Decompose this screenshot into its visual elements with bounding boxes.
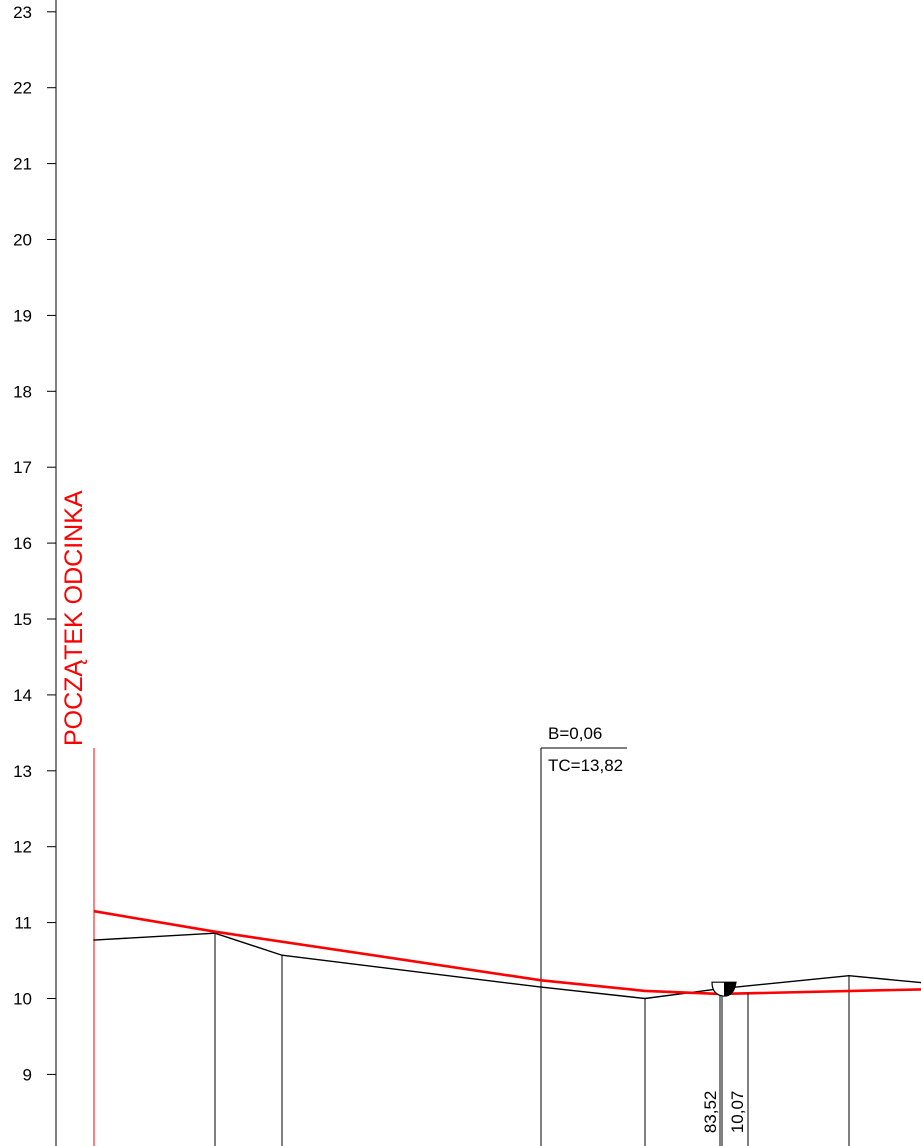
crossing-label-1: 83,52 — [701, 1091, 720, 1134]
callout-line-2: TC=13,82 — [548, 756, 623, 775]
y-tick-label: 11 — [14, 914, 32, 933]
y-tick-label: 10 — [13, 990, 32, 1009]
terrain-point — [644, 997, 646, 1000]
terrain-point — [281, 954, 283, 957]
y-tick-label: 13 — [13, 762, 32, 781]
y-tick-label: 15 — [13, 610, 32, 629]
y-tick-label: 21 — [13, 155, 32, 174]
y-tick-label: 9 — [23, 1065, 32, 1084]
y-tick-label: 18 — [13, 382, 32, 401]
start-marker-label: POCZĄTEK ODCINKA — [60, 490, 88, 746]
terrain-point — [93, 939, 95, 941]
y-tick-label: 20 — [13, 231, 32, 250]
terrain-point — [540, 986, 542, 988]
y-tick-label: 22 — [13, 79, 32, 98]
y-tick-label: 16 — [13, 534, 32, 553]
callout-line-1: B=0,06 — [548, 724, 602, 743]
terrain-point — [848, 974, 850, 977]
design-series-line — [93, 909, 921, 996]
y-tick-label: 14 — [13, 686, 32, 705]
crossing-symbol-fill — [724, 982, 736, 997]
terrain-series-line — [93, 932, 921, 1000]
crossing-label-2: 10,07 — [728, 1091, 747, 1134]
y-tick-label: 19 — [13, 306, 32, 325]
y-tick-label: 23 — [13, 3, 32, 22]
y-tick-label: 17 — [13, 458, 32, 477]
y-tick-label: 12 — [13, 838, 32, 857]
